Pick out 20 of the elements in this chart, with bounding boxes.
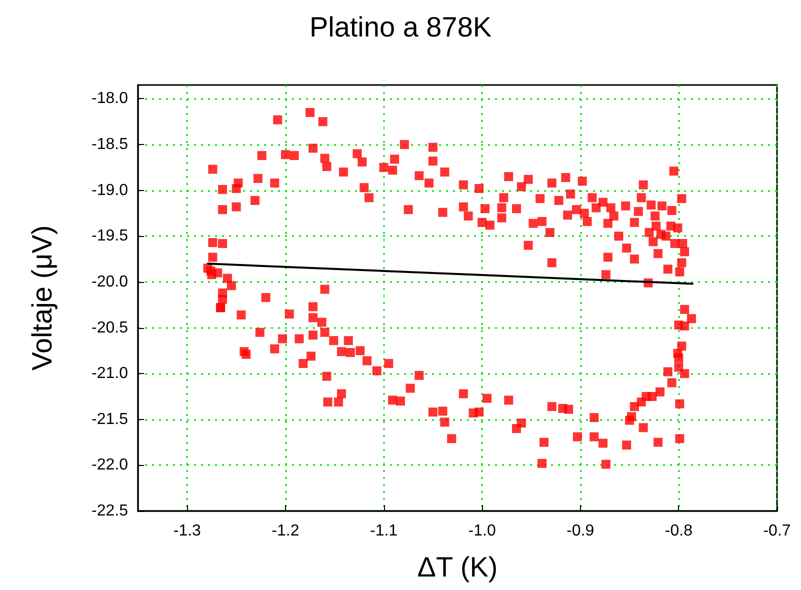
- x-tick-label: -1.1: [370, 522, 398, 540]
- x-tick-label: -1.3: [173, 522, 202, 540]
- y-tick-label: -19.0: [92, 182, 128, 199]
- y-tick-label: -22.0: [92, 456, 128, 474]
- y-tick-label: -19.5: [92, 228, 128, 245]
- x-axis-title: ΔT (K): [417, 552, 498, 582]
- x-tick-label: -0.8: [664, 522, 693, 540]
- chart-title: Platino a 878K: [309, 12, 492, 42]
- y-tick-label: -22.5: [92, 502, 128, 520]
- x-tick-label: -0.9: [566, 522, 594, 540]
- y-tick-label: -20.5: [92, 319, 128, 336]
- y-tick-label: -18.5: [92, 136, 128, 154]
- x-tick-label: -1.2: [272, 522, 300, 540]
- y-tick-label: -18.0: [92, 90, 128, 108]
- y-tick-label: -20.0: [92, 273, 128, 290]
- y-tick-label: -21.0: [92, 365, 128, 382]
- y-axis-title: Voltaje (μV): [26, 225, 58, 371]
- x-tick-label: -1.0: [468, 522, 496, 540]
- y-tick-label: -21.5: [92, 410, 128, 428]
- x-tick-label: -0.7: [763, 522, 791, 540]
